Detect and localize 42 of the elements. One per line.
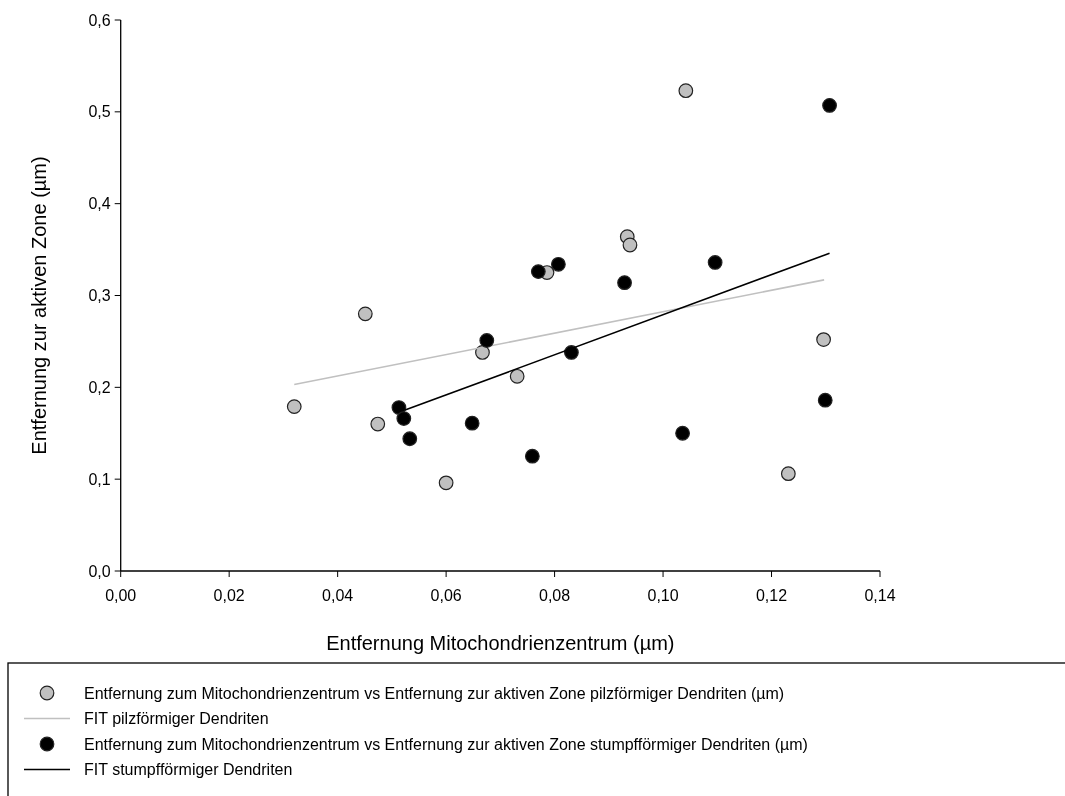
point <box>678 83 694 99</box>
point <box>464 415 480 431</box>
point <box>817 392 833 408</box>
point <box>816 332 831 347</box>
legend-label: FIT stumpfförmiger Dendriten <box>84 761 293 779</box>
legend-label: Entfernung zum Mitochondrienzentrum vs Entfernung zur aktiven Zone stumpfförmiger Dendriten (µm) <box>84 735 808 753</box>
legend-label: Entfernung zum Mitochondrienzentrum vs Entfernung zur aktiven Zone pilzförmiger Dendriten (µm) <box>84 684 785 702</box>
x-tick-label: 0,14 <box>864 587 896 604</box>
y-tick-label: 0,1 <box>88 470 111 488</box>
x-tick-label: 0,04 <box>322 587 354 604</box>
point <box>479 333 495 348</box>
y-tick-label: 0,5 <box>88 103 111 121</box>
point <box>370 416 386 432</box>
point <box>509 368 525 384</box>
y-axis-title: Entfernung zur aktiven Zone (µm) <box>28 156 50 455</box>
x-axis-title: Entfernung Mitochondrienzentrum (µm) <box>326 632 675 654</box>
point <box>675 425 690 441</box>
legend-label: FIT pilzförmiger Dendriten <box>84 710 269 728</box>
y-tick-label: 0,6 <box>88 11 111 29</box>
point <box>402 431 418 447</box>
point <box>780 466 796 482</box>
point <box>438 475 454 491</box>
x-tick-label: 0,00 <box>105 587 137 604</box>
point <box>617 275 632 291</box>
point <box>707 255 723 270</box>
x-tick-label: 0,10 <box>647 587 679 604</box>
y-tick-label: 0,2 <box>88 378 111 396</box>
point <box>822 98 837 113</box>
point <box>286 399 302 415</box>
point <box>530 264 546 280</box>
x-tick-label: 0,02 <box>213 587 245 604</box>
point <box>396 411 412 426</box>
x-tick-label: 0,06 <box>430 587 462 604</box>
x-tick-label: 0,12 <box>755 587 788 604</box>
y-tick-label: 0,3 <box>88 287 111 305</box>
point <box>622 237 638 253</box>
y-tick-label: 0,0 <box>88 562 111 580</box>
x-tick-label: 0,08 <box>539 587 571 604</box>
point <box>550 256 566 272</box>
y-tick-label: 0,4 <box>88 195 111 213</box>
point <box>524 448 540 464</box>
point <box>357 306 373 322</box>
